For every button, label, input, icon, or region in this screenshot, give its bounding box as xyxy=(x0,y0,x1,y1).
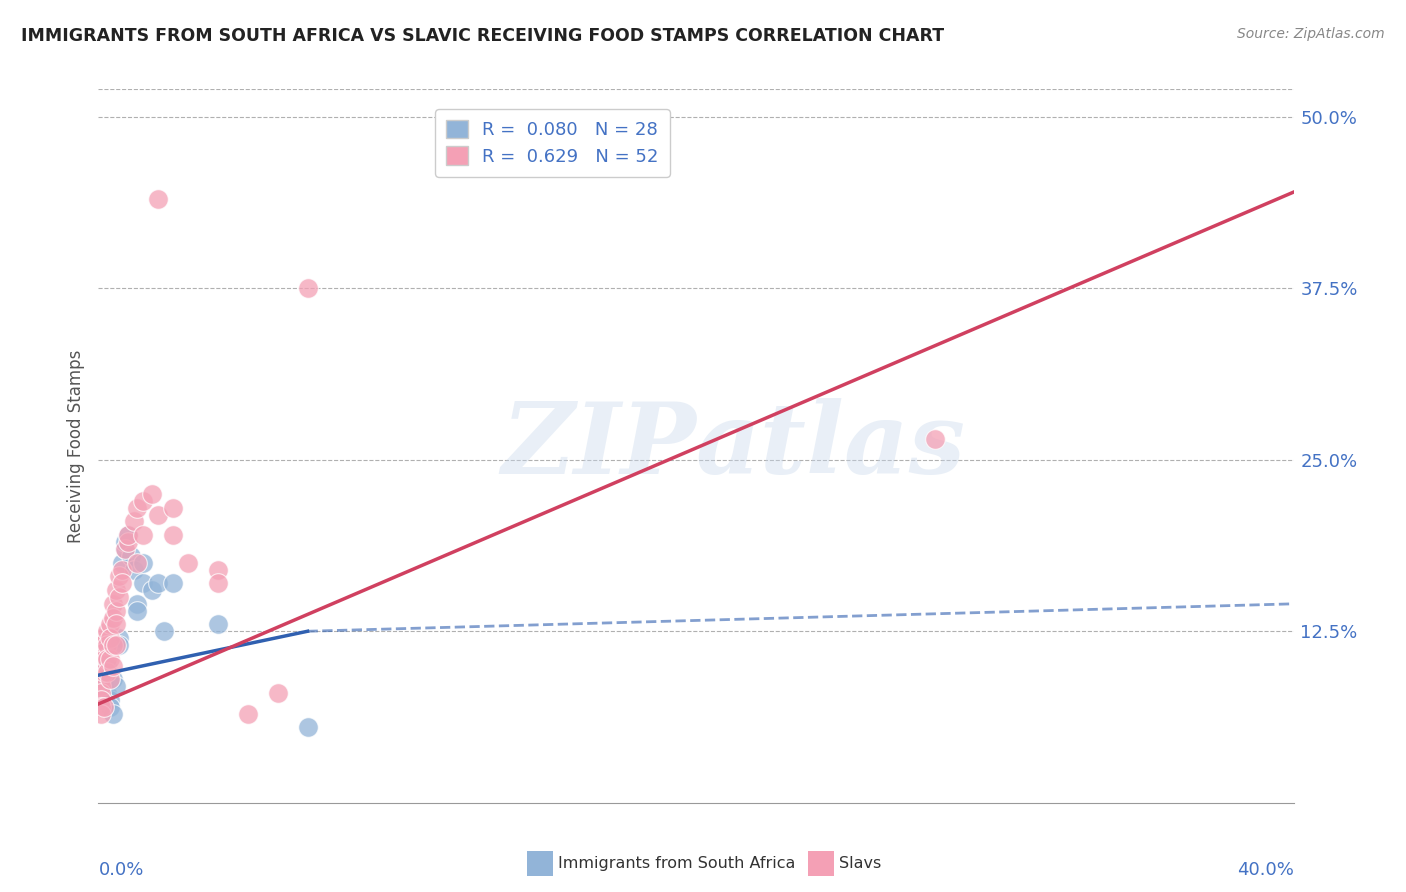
Text: 40.0%: 40.0% xyxy=(1237,861,1294,879)
Point xyxy=(98,699,122,714)
Point xyxy=(108,631,131,645)
Point xyxy=(236,706,259,721)
Point xyxy=(127,597,149,611)
Point xyxy=(108,569,131,583)
Point xyxy=(111,576,134,591)
Text: Slavs: Slavs xyxy=(839,856,882,871)
Point xyxy=(108,590,131,604)
Point xyxy=(98,693,122,707)
Point xyxy=(114,541,136,556)
Point xyxy=(98,651,122,665)
Point xyxy=(127,604,149,618)
Point xyxy=(148,508,170,522)
Point xyxy=(141,487,163,501)
Text: IMMIGRANTS FROM SOUTH AFRICA VS SLAVIC RECEIVING FOOD STAMPS CORRELATION CHART: IMMIGRANTS FROM SOUTH AFRICA VS SLAVIC R… xyxy=(21,27,945,45)
Point xyxy=(96,638,118,652)
Point xyxy=(98,631,122,645)
Point xyxy=(141,583,163,598)
Point xyxy=(93,651,115,665)
Point xyxy=(98,673,122,687)
Point xyxy=(96,624,118,639)
Point xyxy=(105,604,128,618)
Point xyxy=(90,638,112,652)
Point xyxy=(93,679,115,693)
Point xyxy=(93,699,115,714)
Point xyxy=(127,500,149,515)
Text: Immigrants from South Africa: Immigrants from South Africa xyxy=(558,856,796,871)
Point xyxy=(117,528,139,542)
Point xyxy=(132,494,155,508)
Point xyxy=(114,535,136,549)
Point xyxy=(90,706,112,721)
Point xyxy=(103,673,125,687)
Point xyxy=(148,576,170,591)
Point xyxy=(117,535,139,549)
Point xyxy=(153,624,176,639)
Point xyxy=(103,658,125,673)
Point xyxy=(90,665,112,680)
Point xyxy=(124,515,146,529)
Point xyxy=(96,686,118,700)
Point xyxy=(924,432,946,446)
Point xyxy=(98,617,122,632)
Point xyxy=(105,638,128,652)
Point xyxy=(90,686,112,700)
Point xyxy=(93,645,115,659)
Point xyxy=(132,556,155,570)
Point xyxy=(103,597,125,611)
Point xyxy=(90,699,112,714)
Point xyxy=(108,638,131,652)
Point xyxy=(207,562,229,576)
Point xyxy=(162,528,184,542)
Point xyxy=(93,673,115,687)
Text: ZIP: ZIP xyxy=(501,398,696,494)
Point xyxy=(103,638,125,652)
Point xyxy=(90,673,112,687)
Point xyxy=(96,658,118,673)
Point xyxy=(132,528,155,542)
Point xyxy=(148,192,170,206)
Point xyxy=(207,576,229,591)
Point xyxy=(267,686,290,700)
Point xyxy=(96,651,118,665)
Point xyxy=(105,679,128,693)
Point xyxy=(297,720,319,734)
Point xyxy=(96,665,118,680)
Point xyxy=(111,556,134,570)
Point xyxy=(105,617,128,632)
Point xyxy=(117,528,139,542)
Point xyxy=(90,631,112,645)
Y-axis label: Receiving Food Stamps: Receiving Food Stamps xyxy=(66,350,84,542)
Point xyxy=(103,610,125,624)
Legend: R =  0.080   N = 28, R =  0.629   N = 52: R = 0.080 N = 28, R = 0.629 N = 52 xyxy=(436,109,669,177)
Point xyxy=(105,583,128,598)
Text: 0.0%: 0.0% xyxy=(98,861,143,879)
Point xyxy=(132,576,155,591)
Text: atlas: atlas xyxy=(696,398,966,494)
Point xyxy=(162,576,184,591)
Point xyxy=(90,679,112,693)
Point xyxy=(297,281,319,295)
Point xyxy=(207,617,229,632)
Point xyxy=(90,693,112,707)
Text: Source: ZipAtlas.com: Source: ZipAtlas.com xyxy=(1237,27,1385,41)
Point xyxy=(114,541,136,556)
Point xyxy=(111,562,134,576)
Point xyxy=(93,665,115,680)
Point xyxy=(177,556,200,570)
Point xyxy=(124,562,146,576)
Point xyxy=(103,706,125,721)
Point xyxy=(127,556,149,570)
Point xyxy=(162,500,184,515)
Point xyxy=(120,549,142,563)
